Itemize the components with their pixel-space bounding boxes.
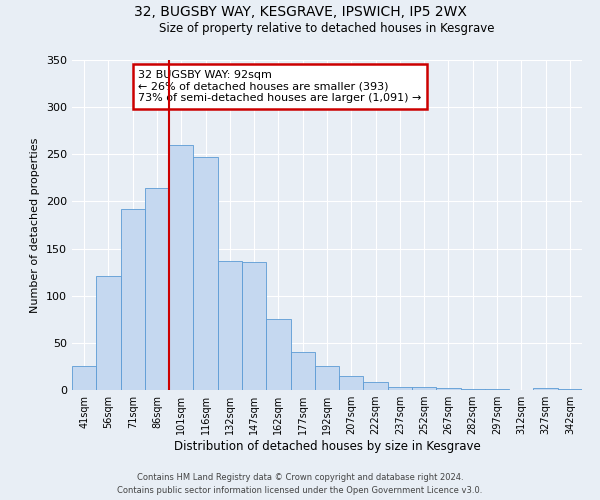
Bar	[315, 366, 339, 390]
Bar	[218, 261, 242, 390]
Bar	[412, 387, 436, 390]
Bar	[266, 320, 290, 390]
Bar	[558, 389, 582, 390]
Bar	[461, 389, 485, 390]
Bar	[193, 157, 218, 390]
Text: Contains HM Land Registry data © Crown copyright and database right 2024.
Contai: Contains HM Land Registry data © Crown c…	[118, 474, 482, 495]
Bar	[533, 388, 558, 390]
Bar	[72, 366, 96, 390]
Text: 32 BUGSBY WAY: 92sqm
← 26% of detached houses are smaller (393)
73% of semi-deta: 32 BUGSBY WAY: 92sqm ← 26% of detached h…	[139, 70, 422, 103]
Bar	[121, 209, 145, 390]
Bar	[436, 388, 461, 390]
Bar	[145, 188, 169, 390]
Bar	[242, 262, 266, 390]
Bar	[290, 352, 315, 390]
Y-axis label: Number of detached properties: Number of detached properties	[31, 138, 40, 312]
Text: 32, BUGSBY WAY, KESGRAVE, IPSWICH, IP5 2WX: 32, BUGSBY WAY, KESGRAVE, IPSWICH, IP5 2…	[134, 5, 466, 19]
Bar	[339, 376, 364, 390]
Bar	[485, 389, 509, 390]
Bar	[169, 145, 193, 390]
Bar	[388, 387, 412, 390]
Bar	[364, 382, 388, 390]
Title: Size of property relative to detached houses in Kesgrave: Size of property relative to detached ho…	[159, 22, 495, 35]
Bar	[96, 276, 121, 390]
X-axis label: Distribution of detached houses by size in Kesgrave: Distribution of detached houses by size …	[173, 440, 481, 453]
